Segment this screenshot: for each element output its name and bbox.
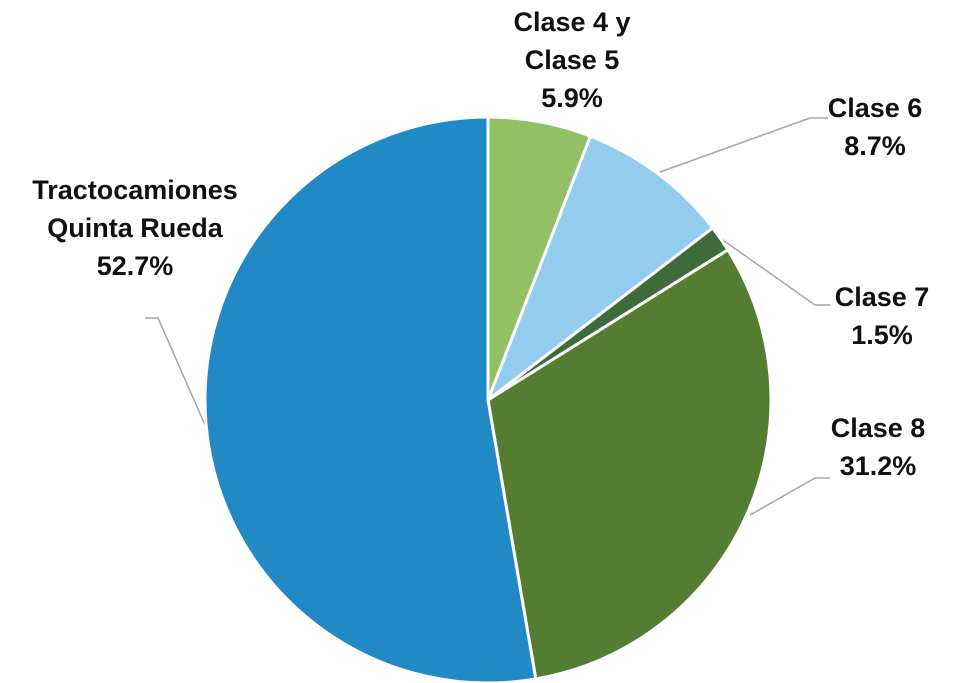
category-name: Clase 7 xyxy=(834,282,930,312)
slice-label: Clase 6 8.7% xyxy=(815,89,935,165)
value-label: 8.7% xyxy=(844,131,906,161)
slice-label: Tractocamiones Quinta Rueda 52.7% xyxy=(5,171,265,285)
slice-label: Clase 7 1.5% xyxy=(822,278,942,354)
pie-slice xyxy=(486,247,773,681)
value-label: 5.9% xyxy=(541,83,603,113)
value-label: 31.2% xyxy=(839,451,917,481)
slice-label: Clase 4 y Clase 5 5.9% xyxy=(497,3,647,117)
pie-slice xyxy=(203,115,538,683)
slice-label: Clase 8 31.2% xyxy=(808,409,948,485)
category-name: Clase 6 xyxy=(827,93,923,123)
category-name: Clase 8 xyxy=(830,413,926,443)
value-label: 1.5% xyxy=(851,320,913,350)
pie-slice xyxy=(484,134,715,405)
leader-line xyxy=(749,477,830,516)
category-name: Tractocamiones Quinta Rueda xyxy=(32,175,238,243)
value-label: 52.7% xyxy=(96,251,174,281)
category-name: Clase 4 y Clase 5 xyxy=(513,7,631,75)
leader-line xyxy=(145,317,206,426)
leader-line xyxy=(719,237,830,306)
leader-line xyxy=(659,117,828,173)
